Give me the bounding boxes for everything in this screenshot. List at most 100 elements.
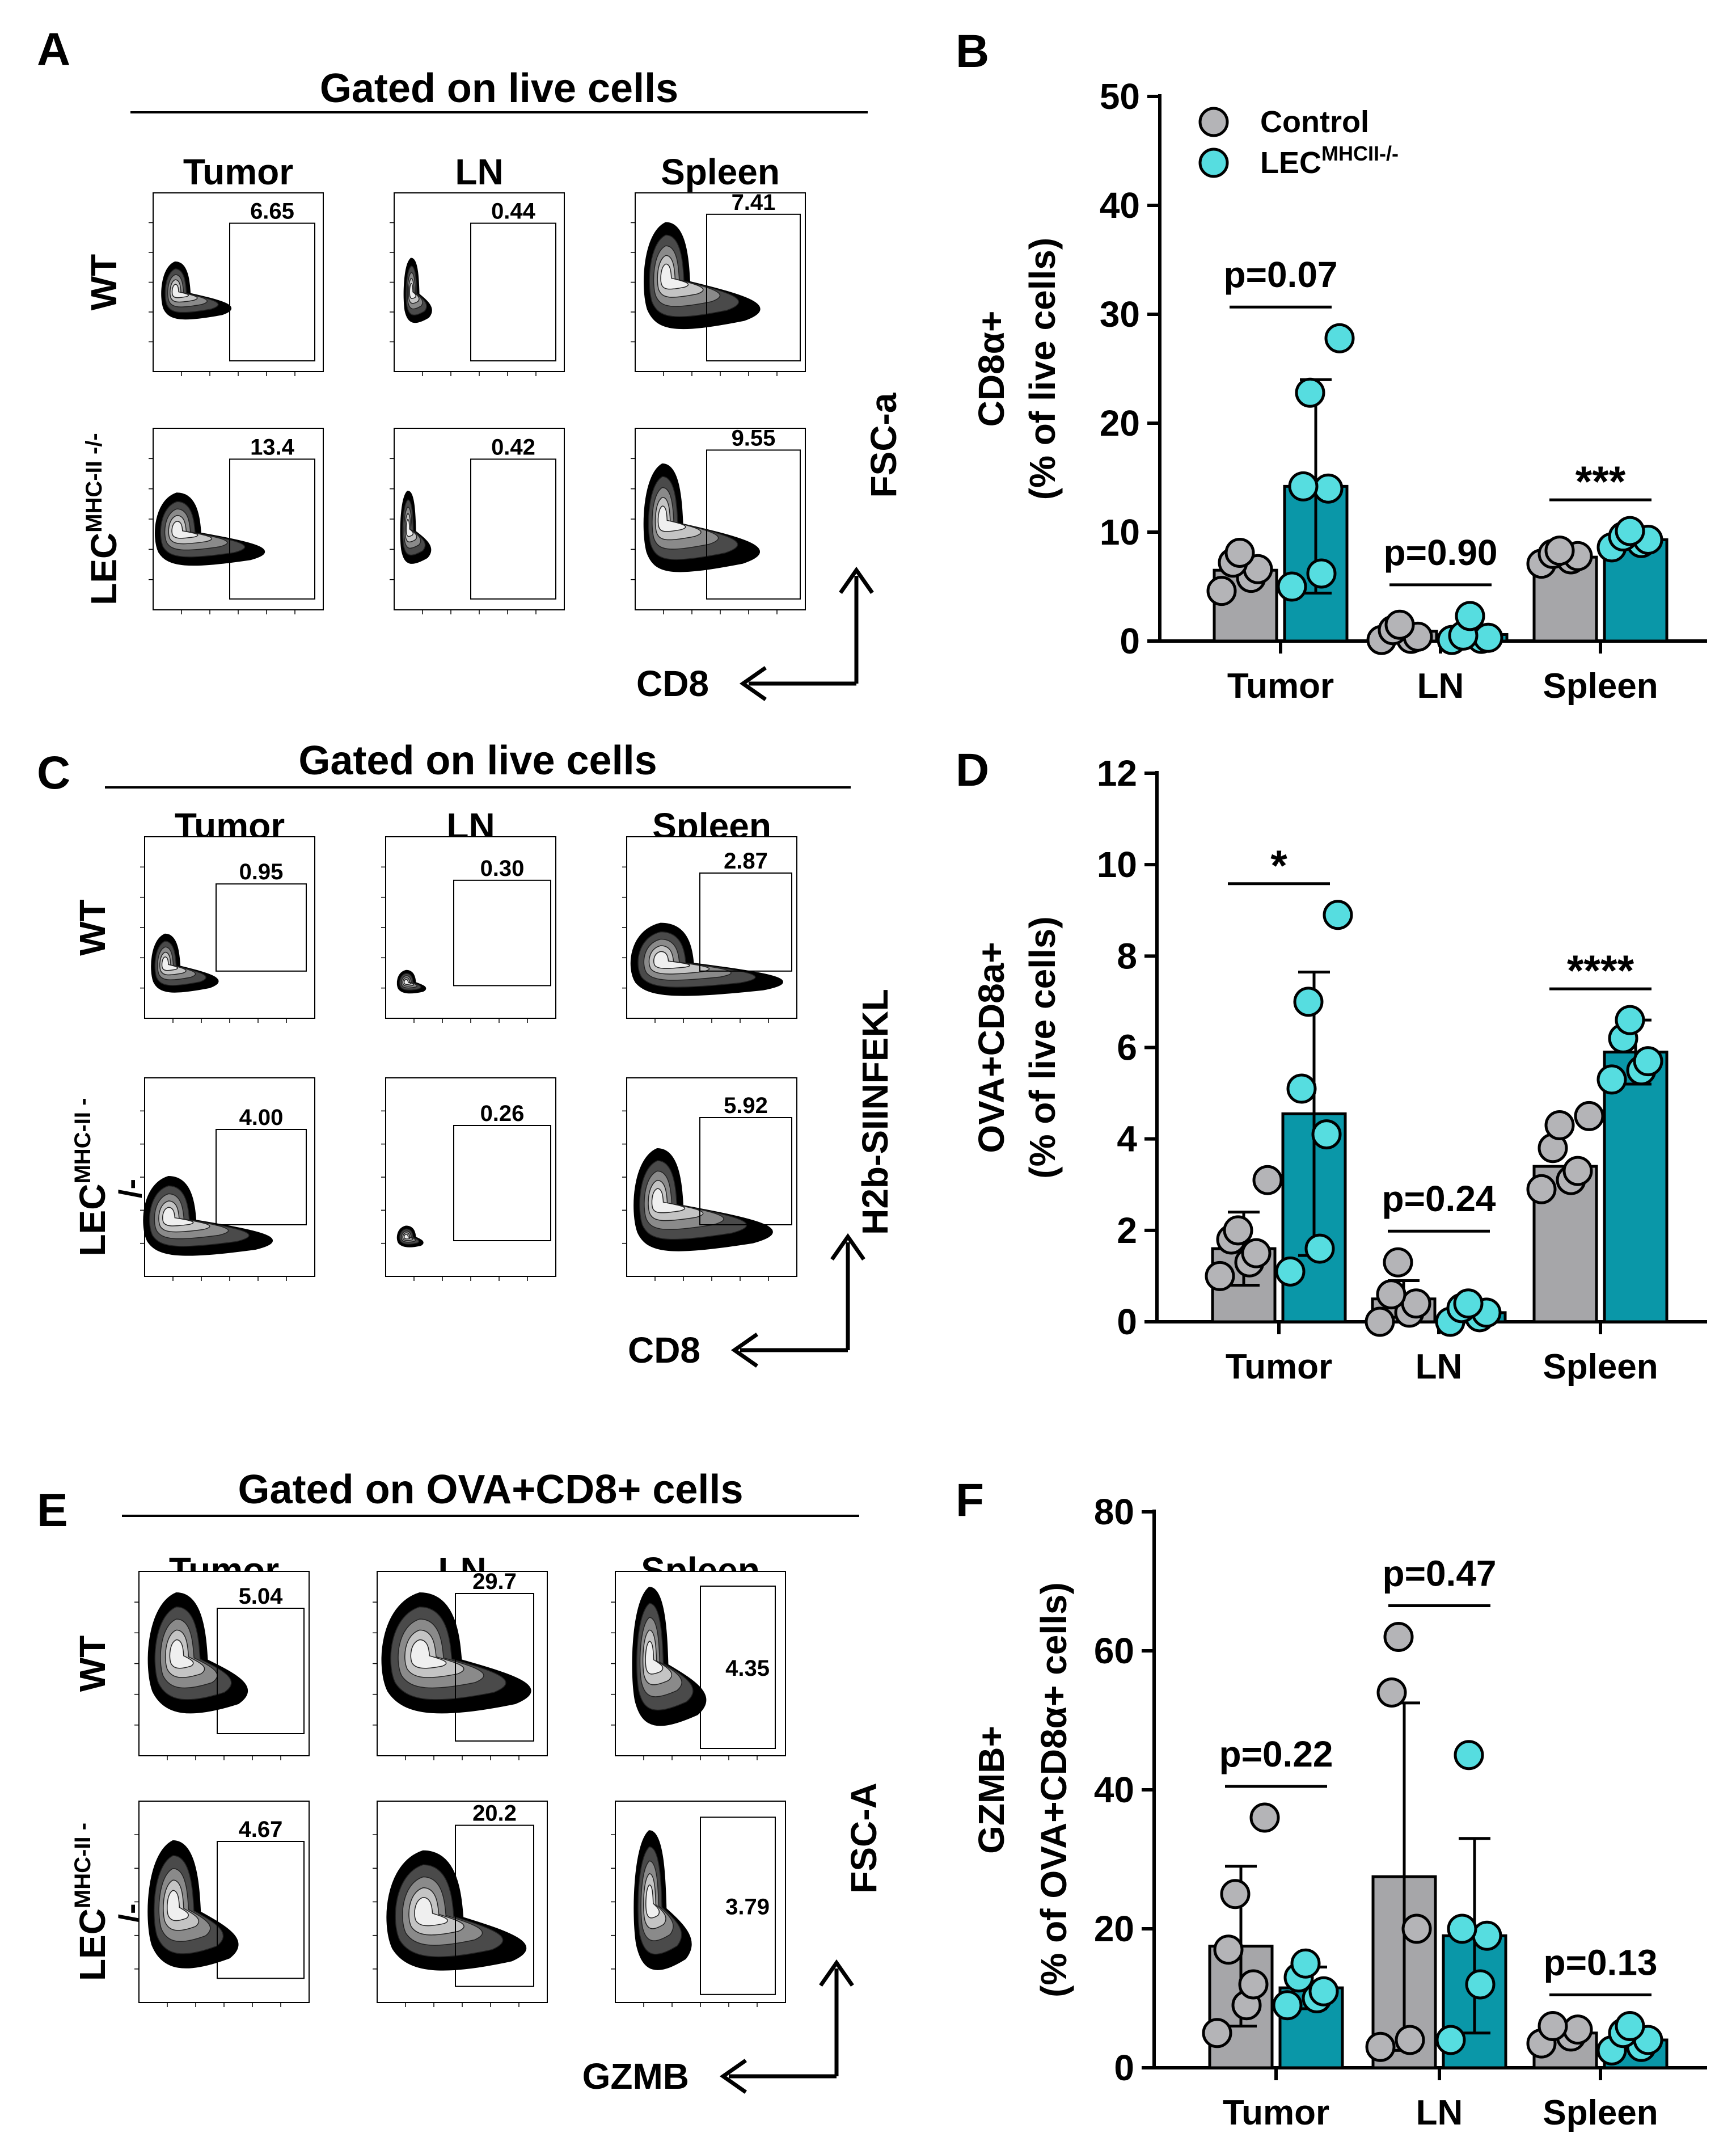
data-point	[1384, 609, 1415, 640]
x-tick-label: LN	[1417, 667, 1464, 706]
row-label: WT	[72, 899, 113, 956]
data-point	[1324, 323, 1355, 353]
legend-text: Control	[1260, 105, 1369, 139]
bar-chart-D: D 0 2 4 6 8 10 12 Tumor LN Spleen OVA+CD8a+ (% of li…	[956, 744, 1707, 1386]
gate-box	[216, 1129, 307, 1225]
data-point	[1288, 471, 1319, 501]
significance-label: p=0.22	[1219, 1734, 1333, 1774]
y-tick-label: 20	[1100, 403, 1140, 444]
panel-letter-F: F	[956, 1474, 984, 1526]
significance-label: p=0.24	[1382, 1178, 1496, 1219]
y-axis-label: (% of OVA+CD8α+ cells)	[1033, 1582, 1074, 1997]
gate-title: Gated on live cells	[320, 66, 678, 111]
significance-label: ****	[1567, 947, 1634, 995]
y-label-line: (% of live cells)	[1022, 916, 1063, 1178]
panel-letter-E: E	[37, 1485, 68, 1536]
gate-value: 4.67	[239, 1817, 283, 1842]
gate-value: 9.55	[732, 425, 776, 450]
gate-box	[453, 1125, 551, 1241]
flow-plot: 4.35	[611, 1571, 786, 1760]
y-axis-label: (% of live cells)	[1022, 916, 1063, 1178]
y-tick-label: 10	[1097, 844, 1137, 885]
x-tick-label: Spleen	[1543, 2093, 1658, 2132]
significance-label: *	[1270, 842, 1287, 890]
gate-box	[455, 1593, 534, 1742]
data-point	[1252, 1165, 1283, 1195]
row-label-text: LECMHC-II -	[70, 1823, 113, 1981]
significance-label: p=0.13	[1543, 1942, 1657, 1983]
data-point	[1202, 2018, 1232, 2048]
data-point	[1365, 1306, 1395, 1337]
y-tick-label: 6	[1117, 1027, 1137, 1068]
gate-box	[699, 1117, 792, 1225]
panel-letter-C: C	[37, 747, 70, 799]
row-label-main: LEC	[72, 1908, 113, 1981]
data-point	[1365, 2031, 1396, 2062]
flow-plot: 0.30	[381, 836, 556, 1023]
data-point	[1465, 1969, 1496, 2000]
gate-value: 4.35	[725, 1656, 770, 1681]
plot-frame	[394, 428, 565, 610]
column-label: LN	[455, 151, 503, 192]
row-label: WT	[72, 1635, 113, 1692]
flow-plot: 2.87	[622, 836, 797, 1023]
y-axis-label: FSC-a	[863, 393, 904, 498]
contour-level	[645, 1641, 664, 1675]
data-point	[1562, 2014, 1593, 2045]
data-point	[1538, 2011, 1568, 2041]
flow-plot: 9.55	[631, 425, 806, 614]
y-axis-label-group: GZMB+ (% of OVA+CD8α+ cells)	[971, 1582, 1074, 1997]
flow-plot: 0.95	[140, 836, 315, 1023]
flow-panel-A: A Gated on live cells Tumor LN Spleen WT 6.65 0…	[37, 24, 904, 704]
y-tick-label: 80	[1094, 1491, 1134, 1532]
contour-plot	[386, 1850, 527, 1971]
contour-level	[660, 263, 689, 290]
data-point	[1401, 1913, 1432, 1944]
gate-value: 5.04	[239, 1584, 284, 1609]
x-tick-label: LN	[1416, 1347, 1463, 1386]
x-tick-label: Spleen	[1543, 1347, 1658, 1386]
gate-box	[217, 1608, 305, 1734]
row-label-main: WT	[72, 899, 113, 956]
contour-plot	[396, 1225, 424, 1247]
flow-plot: 0.26	[381, 1077, 556, 1281]
y-axis-label: CD8α+	[971, 311, 1012, 427]
legend-text: LEC	[1260, 146, 1321, 180]
y-tick-label: 40	[1100, 185, 1140, 226]
gate-value: 0.95	[239, 859, 284, 884]
significance-label: ***	[1576, 458, 1626, 506]
flow-plot: 4.67	[134, 1801, 310, 2007]
flow-plot: 6.65	[149, 192, 324, 376]
x-tick-label: Tumor	[1223, 2093, 1329, 2132]
gate-value: 3.79	[725, 1895, 770, 1920]
contour-level	[403, 1234, 411, 1240]
x-tick-label: Spleen	[1543, 667, 1658, 706]
flow-plot: 0.42	[390, 428, 565, 614]
y-arrow-head	[830, 1233, 865, 1261]
contour-level	[161, 956, 178, 971]
gate-value: 0.42	[491, 435, 535, 460]
y-tick-label: 8	[1117, 935, 1137, 976]
contour-level	[171, 284, 189, 298]
contour-level	[171, 521, 198, 539]
row-label: WT	[83, 254, 124, 311]
gate-box	[229, 458, 315, 600]
gate-value: 0.30	[480, 856, 525, 881]
row-label-text: WT	[83, 254, 124, 311]
y-tick-label: 50	[1100, 76, 1140, 117]
gate-title: Gated on live cells	[298, 738, 657, 783]
row-label-text: LECMHC-II -/-	[82, 433, 124, 605]
gate-value: 5.92	[724, 1093, 768, 1118]
data-point	[1401, 1288, 1431, 1319]
data-point	[1295, 377, 1325, 408]
x-arrow-head	[739, 666, 767, 701]
contour-plot	[403, 258, 432, 323]
data-point	[1286, 1073, 1317, 1104]
contour-plot	[633, 1830, 692, 1970]
flow-plot: 29.7	[373, 1569, 548, 1760]
y-label-line: GZMB+	[971, 1726, 1012, 1854]
legend-label: Control	[1260, 105, 1369, 139]
y-label-line: (% of OVA+CD8α+ cells)	[1033, 1582, 1074, 1997]
data-point	[1383, 1622, 1414, 1652]
